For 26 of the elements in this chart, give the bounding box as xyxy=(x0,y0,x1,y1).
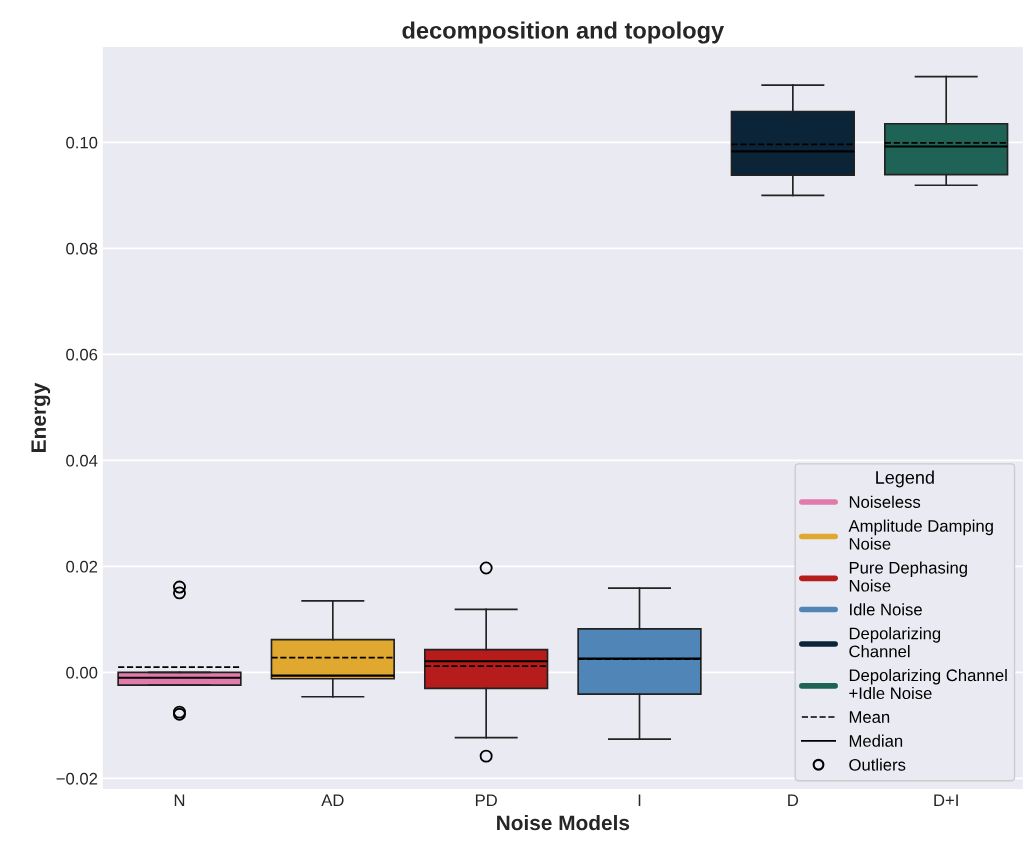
legend-label: Mean xyxy=(849,711,890,723)
y-tick-label: −0.02 xyxy=(56,772,98,785)
x-tick-label: D xyxy=(788,794,799,806)
y-tick-label: 0.00 xyxy=(66,666,98,679)
legend-label: Amplitude Damping Noise xyxy=(848,519,993,550)
legend-label: Depolarizing Channel xyxy=(849,627,941,658)
chart-title: decomposition and topology xyxy=(402,21,725,44)
y-axis-title: Energy xyxy=(31,382,51,452)
legend-label: Idle Noise xyxy=(850,603,922,616)
legend-label: Noiseless xyxy=(849,495,921,508)
y-tick-label: 0.04 xyxy=(66,454,98,467)
legend-label: Outliers xyxy=(849,758,906,771)
legend-title: Legend xyxy=(876,470,934,488)
x-tick-label: AD xyxy=(321,794,344,806)
legend-label: Pure Dephasing Noise xyxy=(849,561,967,592)
x-tick-label: PD xyxy=(475,794,497,806)
y-tick-label: 0.02 xyxy=(66,560,98,573)
y-tick-label: 0.06 xyxy=(66,348,98,361)
legend-label: Depolarizing Channel +Idle Noise xyxy=(849,668,1007,700)
y-tick-label: 0.10 xyxy=(66,136,98,149)
x-axis-title: Noise Models xyxy=(497,814,630,831)
x-tick-label: N xyxy=(174,794,185,806)
y-tick-label: 0.08 xyxy=(66,242,98,255)
x-tick-label: I xyxy=(638,794,641,806)
x-tick-label: D+I xyxy=(934,794,958,806)
legend-label: Median xyxy=(849,734,903,747)
